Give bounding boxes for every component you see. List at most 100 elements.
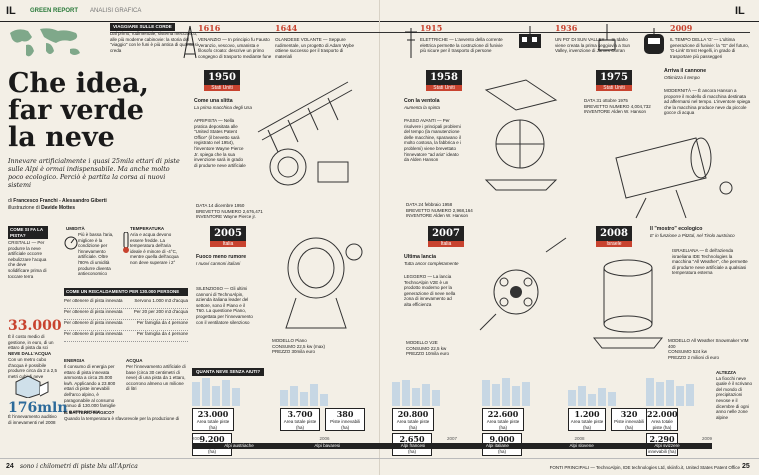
patent-year: 2008 xyxy=(596,226,632,241)
timeline-text: UN PO' DI SUN VALLEY — In Idaho viene cr… xyxy=(555,37,631,54)
fact-text: Per l'innevamento artificiale di base (c… xyxy=(126,364,186,392)
region-label: Alpi francesi xyxy=(400,443,426,448)
snow-table-row: Per ottenere di pista innevata Per famigl… xyxy=(64,331,188,342)
stat-label: Piste innevabili (ha) xyxy=(330,419,361,430)
timeline-year: 2009 xyxy=(670,23,693,33)
meta-value: V2E xyxy=(429,340,438,345)
year-tick: 2007 xyxy=(446,436,457,441)
section-label: GREEN REPORT xyxy=(30,8,79,14)
sidebar-facts: COME SI FA LA PISTA? CRISTALLI — Per pro… xyxy=(8,226,188,425)
row-value: Servono 1.000 m3 d'acqua xyxy=(134,298,188,303)
patent-title: Come una slitta xyxy=(194,98,233,104)
fact-title: ACQUA xyxy=(126,358,143,363)
meta-label: PREZZO xyxy=(406,351,425,357)
patent-title: Il "mostro" ecologico xyxy=(650,226,703,232)
timeline-item: 1915 ELETTRICHE — L'avvento della corren… xyxy=(420,23,508,54)
cable-car-icon xyxy=(519,26,541,48)
timeline-item: 1616 VENANZIO — In principio fu Fausto V… xyxy=(198,23,273,59)
meta-label: DATA xyxy=(584,98,596,103)
meta-label: PREZZO xyxy=(272,349,291,355)
meta-label: PREZZO xyxy=(668,354,687,360)
patent-year: 2005 xyxy=(210,226,246,241)
meta-value: 24 febbraio 1958 xyxy=(418,202,453,207)
patent-body: SILENZIOSO — Gli ultimi cannoni di Techn… xyxy=(196,286,253,325)
page-spine xyxy=(379,0,380,475)
row-label: Per ottenere di pista innevata xyxy=(64,331,123,336)
stat-total: 22.600 Area totale piste (ha) xyxy=(482,408,524,432)
stat-value: 22.000 xyxy=(647,409,678,419)
meta-value: Piano xyxy=(295,338,307,343)
patent-panel-2007: 2007 Italia Ultima lancia Tutta ancor co… xyxy=(386,226,576,366)
snow-table: Per ottenere di pista innevata Servono 1.… xyxy=(64,298,188,342)
deck: Innevare artificialmente i quasi 25mila … xyxy=(8,157,180,189)
patent-title: Fuoco meno rumore xyxy=(196,254,247,260)
meta-value: 10mila euro xyxy=(425,351,450,357)
patent-panel-1950: 1950 Stati Uniti Come una slitta La prim… xyxy=(186,70,366,220)
meta-label: CONSUMO xyxy=(668,349,692,355)
stat-total: 22.000 Area totale piste (ha) xyxy=(646,408,678,432)
row-label: Per ottenere di pista innevata xyxy=(64,320,123,325)
patent-meta: MODELLO Piano CONSUMO 22,5 kw (max) PREZ… xyxy=(272,338,325,355)
region-label: Alpi slovene xyxy=(569,443,594,448)
meta-value: Alden W. Hanson xyxy=(433,213,468,219)
patent-year: 1975 xyxy=(596,70,632,85)
meta-value: 30mila euro xyxy=(291,349,316,355)
row-value: Per 20 per 200 m3 d'acqua xyxy=(133,309,188,314)
patent-body: APRIPISTA — Nella pratica depositata all… xyxy=(194,118,246,168)
year-tick: 2005 xyxy=(192,436,203,441)
row-value: Per famiglia da 4 persone xyxy=(136,331,188,336)
headline-line: far verde xyxy=(8,95,144,126)
headline-line: Che idea, xyxy=(8,68,149,99)
length-number: 176mln xyxy=(8,400,68,416)
patent-year: 2007 xyxy=(428,226,464,241)
timeline-text: VENANZIO — In principio fu Fausto Veranz… xyxy=(198,37,272,59)
patent-body: MODERNITÀ — È ancora Hanson a proporre i… xyxy=(664,88,751,116)
fact-title: TEMPERATURA xyxy=(130,226,165,231)
stat-total: 3.700 Area totale piste (ha) xyxy=(280,408,320,432)
fan-machine-drawing xyxy=(484,79,558,191)
region-group: 3.700 Area totale piste (ha) 380 Piste inn… xyxy=(280,408,366,433)
fact-text: Quando la temperatura è sfavorevole per … xyxy=(64,416,187,422)
patent-title: Arriva il cannone xyxy=(664,68,707,74)
patent-subtitle: Aumenta la spinta xyxy=(404,105,441,110)
row-label: Per ottenere di pista innevata xyxy=(64,298,123,303)
meta-label: INVENTORE xyxy=(584,109,611,115)
meta-value: Wayne Pierce jr. xyxy=(223,214,257,220)
meta-value: 2,968,164 xyxy=(452,207,473,213)
snow-table-row: Per ottenere di pista innevata Servono 1.… xyxy=(64,298,188,309)
timeline-year: 1936 xyxy=(555,23,578,33)
snow-cover-bars xyxy=(192,378,694,406)
patent-panel-1975: 1975 Stati Uniti DATA 31 ottobre 1975 BR… xyxy=(580,68,755,220)
length-text: È l'innevamento auditivo di innevamenti … xyxy=(8,414,57,425)
stat-value: 23.000 xyxy=(197,409,229,419)
stat-label: Area totale piste (ha) xyxy=(283,419,317,430)
page-marker-left: IL xyxy=(6,5,16,17)
fact-title: IL BATTERIO MAGICO? xyxy=(64,410,115,415)
fact-text: Il consumo di energia per ettaro di pist… xyxy=(64,364,116,414)
pylon-icon xyxy=(405,28,417,58)
fact-title: ENERGIA xyxy=(64,358,85,363)
snow-cover-title: QUANTA NEVE SENZA AIUTI? xyxy=(192,368,265,376)
region-labels: Alpi austriache Alpi bavaresi Alpi franc… xyxy=(192,443,712,449)
tower-icon xyxy=(183,25,197,59)
patent-body: PASSO AVANTI — Per risolvere i principal… xyxy=(404,118,462,163)
meta-value: 31 ottobre 1975 xyxy=(596,98,628,103)
patent-country: Stati Uniti xyxy=(426,85,462,91)
snow-cover-section: QUANTA NEVE SENZA AIUTI? 23.000 Area tota… xyxy=(192,368,712,456)
meta-value: 2,676,471 xyxy=(242,208,263,214)
patent-country: Stati Uniti xyxy=(204,85,240,91)
patent-meta: MODELLO V2E CONSUMO 22,5 kw PREZZO 10mil… xyxy=(406,340,449,357)
snow-table-row: Per ottenere di pista innevata Per famigl… xyxy=(64,320,188,331)
year-axis: 2005 2006 2007 2008 2009 xyxy=(192,436,712,442)
stat-value: 9.000 xyxy=(489,433,515,444)
hygrometer-icon xyxy=(64,236,78,250)
big-number: 33.000 xyxy=(8,318,62,334)
altitude-title: ALTEZZA xyxy=(716,370,737,375)
patent-panel-2005: 2005 Italia Fuoco meno rumore I nuovi ca… xyxy=(192,226,374,366)
snow-table-row: Per ottenere di pista innevata Per 20 per… xyxy=(64,309,188,320)
year-tick: 2006 xyxy=(319,436,330,441)
timeline-text: ELETTRICHE — L'avvento della corrente el… xyxy=(420,37,503,54)
